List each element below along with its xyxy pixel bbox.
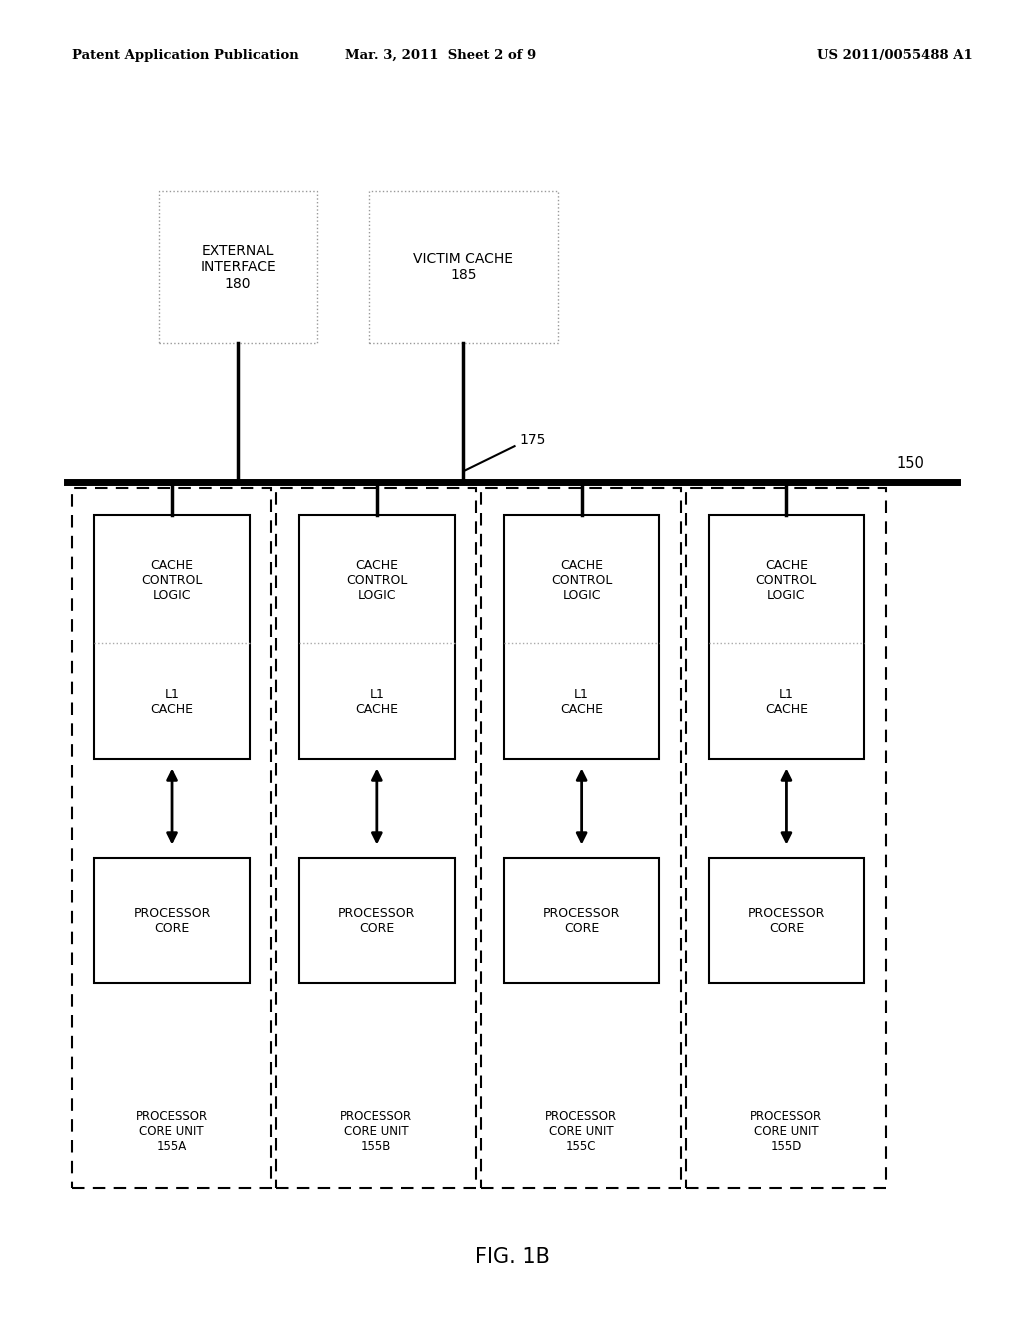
Text: PROCESSOR
CORE UNIT
155C: PROCESSOR CORE UNIT 155C [545,1110,617,1152]
Bar [709,515,864,759]
Bar [481,488,681,1188]
Text: L1
CACHE: L1 CACHE [151,688,194,717]
Text: EXTERNAL
INTERFACE
180: EXTERNAL INTERFACE 180 [201,244,275,290]
Text: CACHE
CONTROL
LOGIC: CACHE CONTROL LOGIC [141,560,203,602]
Bar [299,515,455,759]
Text: Mar. 3, 2011  Sheet 2 of 9: Mar. 3, 2011 Sheet 2 of 9 [345,49,536,62]
Bar [369,191,558,343]
Text: PROCESSOR
CORE: PROCESSOR CORE [338,907,416,935]
Text: PROCESSOR
CORE UNIT
155B: PROCESSOR CORE UNIT 155B [340,1110,413,1152]
Text: CACHE
CONTROL
LOGIC: CACHE CONTROL LOGIC [551,560,612,602]
Text: CACHE
CONTROL
LOGIC: CACHE CONTROL LOGIC [756,560,817,602]
Text: VICTIM CACHE
185: VICTIM CACHE 185 [414,252,513,282]
Text: US 2011/0055488 A1: US 2011/0055488 A1 [817,49,973,62]
Text: L1
CACHE: L1 CACHE [560,688,603,717]
Text: PROCESSOR
CORE UNIT
155D: PROCESSOR CORE UNIT 155D [750,1110,822,1152]
Bar [276,488,476,1188]
Bar [504,515,659,759]
Text: PROCESSOR
CORE UNIT
155A: PROCESSOR CORE UNIT 155A [135,1110,208,1152]
Bar [94,515,250,759]
Bar [686,488,886,1188]
Bar [504,858,659,983]
Bar [159,191,317,343]
Text: PROCESSOR
CORE: PROCESSOR CORE [133,907,211,935]
Bar [94,858,250,983]
Text: L1
CACHE: L1 CACHE [765,688,808,717]
Text: 175: 175 [520,433,546,446]
Text: Patent Application Publication: Patent Application Publication [72,49,298,62]
Text: 150: 150 [896,457,924,471]
Bar [709,858,864,983]
Text: CACHE
CONTROL
LOGIC: CACHE CONTROL LOGIC [346,560,408,602]
Text: L1
CACHE: L1 CACHE [355,688,398,717]
Bar [72,488,271,1188]
Text: PROCESSOR
CORE: PROCESSOR CORE [543,907,621,935]
Bar [299,858,455,983]
Text: PROCESSOR
CORE: PROCESSOR CORE [748,907,825,935]
Text: FIG. 1B: FIG. 1B [474,1246,550,1267]
